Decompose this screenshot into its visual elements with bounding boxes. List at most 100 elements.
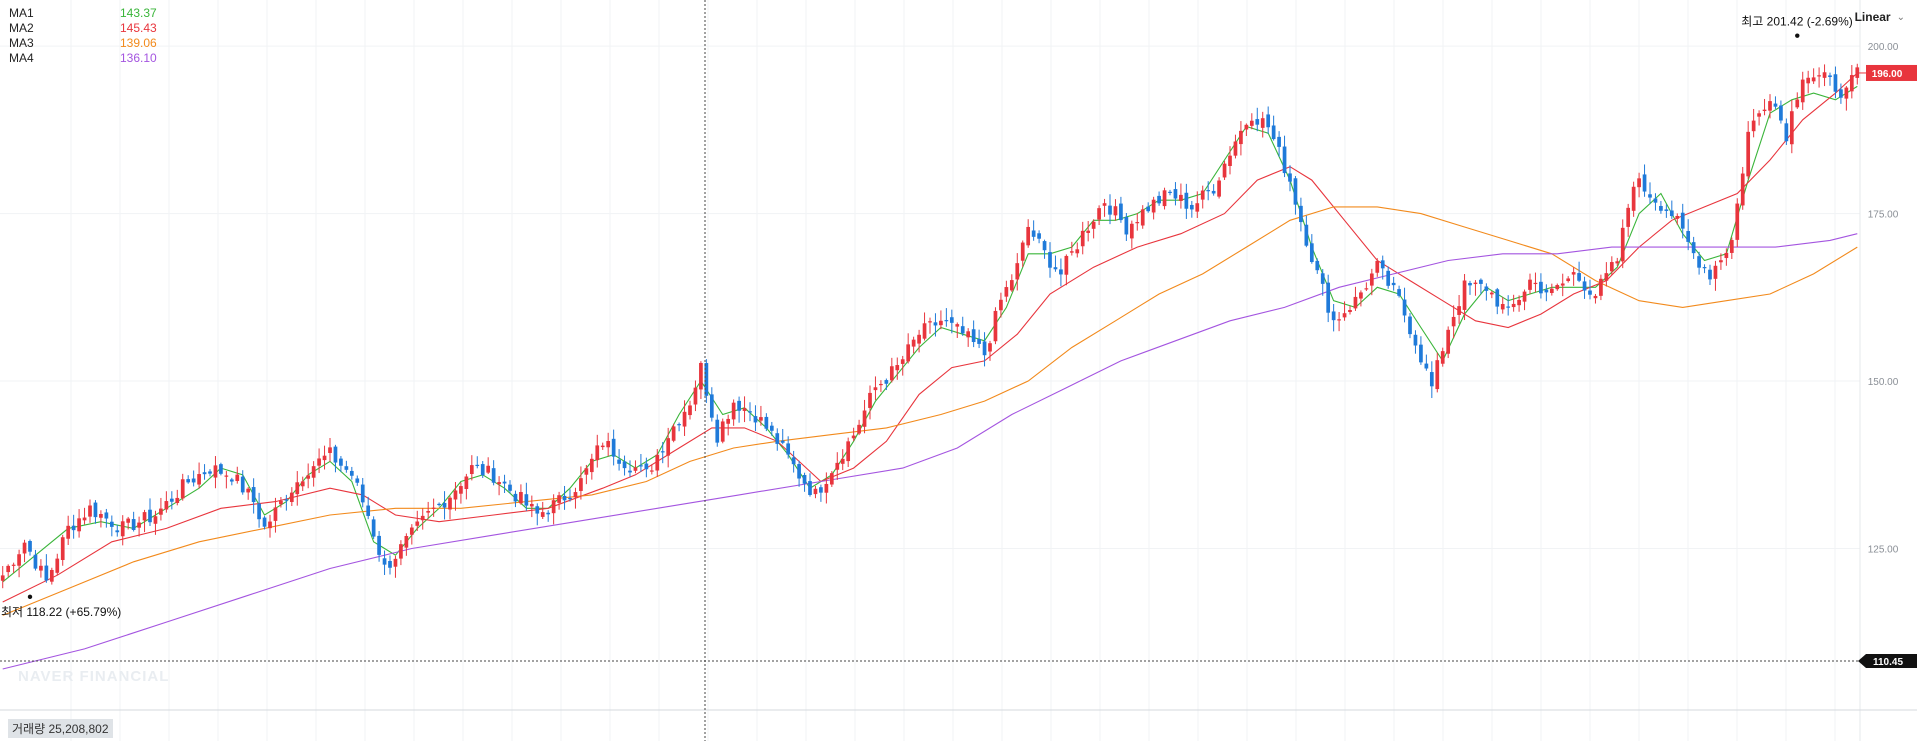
- candle-body: [813, 488, 818, 495]
- candle-body: [639, 465, 643, 467]
- candle: [1129, 220, 1134, 249]
- candle-body: [1708, 269, 1712, 280]
- candle-body: [791, 457, 796, 465]
- candle-body: [480, 464, 485, 476]
- candle-body: [1544, 289, 1549, 293]
- candle-body: [1309, 243, 1314, 263]
- candle-body: [39, 565, 43, 571]
- candle-body: [1429, 372, 1434, 387]
- candle-body: [513, 493, 518, 502]
- candle-body: [306, 475, 311, 479]
- candle: [1631, 181, 1636, 217]
- candle-body: [1173, 189, 1178, 199]
- candle: [1609, 256, 1614, 276]
- candle: [409, 524, 414, 545]
- candle: [622, 455, 627, 476]
- candle-body: [180, 479, 185, 499]
- candle-body: [262, 517, 267, 527]
- candle: [1375, 258, 1380, 277]
- candle: [1146, 202, 1151, 213]
- candle: [519, 484, 523, 505]
- candle: [813, 485, 818, 499]
- candle: [589, 453, 594, 480]
- candle-body: [519, 492, 523, 504]
- candle: [529, 495, 534, 518]
- candle: [1473, 280, 1478, 296]
- candle: [246, 487, 251, 500]
- candle: [1751, 108, 1756, 138]
- candle-body: [1713, 265, 1718, 279]
- candle: [600, 442, 605, 450]
- candle-body: [115, 530, 120, 533]
- candle: [99, 510, 103, 528]
- candle-body: [213, 465, 218, 478]
- candle: [66, 515, 71, 546]
- candle-body: [644, 463, 649, 470]
- candle-body: [1331, 311, 1336, 321]
- candle-body: [1664, 209, 1669, 211]
- candle-body: [1751, 120, 1756, 132]
- candle-body: [933, 322, 938, 326]
- candle: [437, 502, 441, 507]
- candle-body: [1037, 233, 1041, 239]
- candle: [699, 361, 703, 399]
- candle: [464, 473, 469, 500]
- candle-body: [344, 466, 349, 470]
- candle: [1828, 72, 1832, 86]
- candle: [1484, 283, 1489, 301]
- scale-mode-label: Linear: [1854, 10, 1891, 24]
- candle-body: [393, 558, 398, 567]
- candle-body: [846, 441, 851, 462]
- candle-body: [1539, 281, 1543, 294]
- candle-body: [1560, 283, 1565, 286]
- candle-body: [1789, 111, 1794, 145]
- candle: [551, 494, 556, 525]
- candle-body: [1119, 203, 1123, 221]
- candle: [1675, 213, 1680, 225]
- candle: [382, 550, 387, 575]
- candle: [1713, 260, 1718, 291]
- candle: [1811, 68, 1816, 84]
- candle-body: [99, 513, 103, 518]
- candle-body: [1124, 216, 1129, 235]
- candle: [1309, 234, 1314, 264]
- candle-body: [186, 479, 191, 483]
- candle-body: [1135, 222, 1140, 224]
- candle-body: [191, 478, 196, 483]
- candle: [846, 437, 851, 467]
- candle-body: [1091, 221, 1096, 229]
- low-marker: [27, 594, 33, 600]
- candle-body: [1009, 280, 1014, 291]
- candle-body: [1364, 288, 1369, 290]
- candle: [1566, 276, 1571, 283]
- candle: [562, 485, 567, 510]
- candle: [1599, 274, 1603, 301]
- candle-body: [726, 418, 731, 424]
- candle-body: [109, 521, 114, 527]
- candle: [993, 307, 998, 345]
- candle: [660, 442, 665, 464]
- candle-body: [1162, 190, 1167, 207]
- candle: [955, 322, 960, 338]
- candle-body: [355, 478, 360, 483]
- candle-body: [955, 324, 960, 327]
- scale-mode-dropdown[interactable]: Linear ⌄: [1855, 10, 1905, 24]
- candle: [28, 539, 32, 556]
- candle: [1664, 204, 1669, 218]
- y-tick-label: 175.00: [1868, 210, 1899, 221]
- candle: [1004, 280, 1009, 302]
- candle-body: [1555, 285, 1560, 290]
- candle-body: [251, 487, 256, 503]
- candle-body: [55, 558, 60, 573]
- candle-body: [1048, 252, 1052, 268]
- candle: [208, 469, 212, 477]
- candle-body: [77, 518, 81, 532]
- candle-body: [1249, 120, 1254, 126]
- candle: [344, 460, 349, 473]
- candle: [120, 515, 125, 546]
- candle: [1015, 253, 1020, 291]
- candle-body: [1768, 101, 1772, 111]
- candle-body: [1266, 114, 1271, 128]
